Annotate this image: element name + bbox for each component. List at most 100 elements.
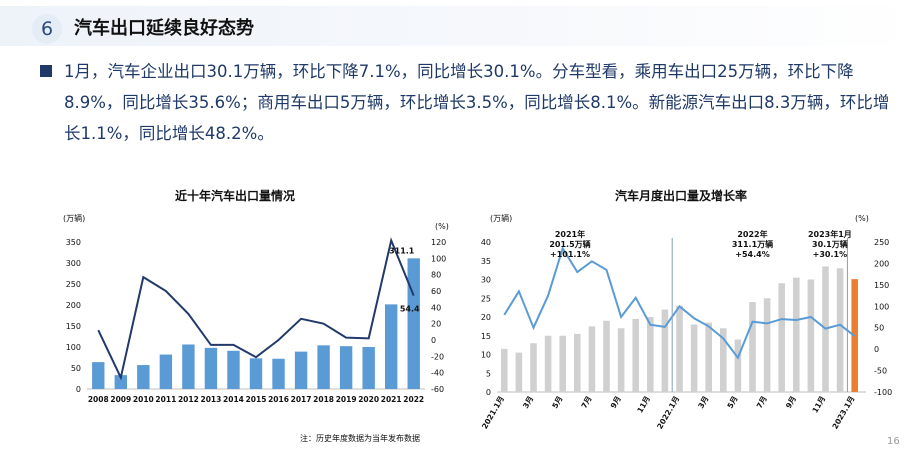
y-tick-label-left: 15 xyxy=(481,332,491,341)
bar xyxy=(574,333,581,392)
bar xyxy=(720,328,727,392)
bar xyxy=(501,348,508,392)
bar xyxy=(559,335,566,392)
y-tick-label-left: 0 xyxy=(76,385,81,394)
x-tick-label: 2021 xyxy=(381,395,402,404)
annotation-line: 2022年 xyxy=(737,229,767,239)
y-tick-label-left: 25 xyxy=(481,294,491,303)
annual-export-svg: (万辆) (%) 0 50 100 150 200 250 300 350 -60 -40 -20 0 20… xyxy=(63,213,449,404)
y-tick-label-left: 20 xyxy=(481,313,491,322)
x-tick-label: 2019 xyxy=(336,395,357,404)
summary-text: 1月，汽车企业出口30.1万辆，环比下降7.1%，同比增长30.1%。分车型看，… xyxy=(64,62,890,143)
bar xyxy=(407,258,420,389)
y-tick-label-right: 100 xyxy=(874,302,889,311)
x-tick-label: 2020 xyxy=(358,395,379,404)
y-tick-label-right: -50 xyxy=(874,367,887,376)
x-tick-label: 3月 xyxy=(696,395,710,411)
x-tick-label: 9月 xyxy=(784,395,798,411)
x-tick-label: 2017 xyxy=(291,395,312,404)
bar xyxy=(339,346,353,389)
chart-title: 汽车月度出口量及增长率 xyxy=(615,189,748,203)
y-tick-label-left: 10 xyxy=(481,351,491,360)
y-tick-label-left: 350 xyxy=(66,238,81,247)
y-tick-label-right: 0 xyxy=(431,336,436,345)
title-bar: 6 汽车出口延续良好态势 xyxy=(0,6,919,46)
bar xyxy=(676,305,683,392)
bar xyxy=(530,343,537,392)
bar xyxy=(294,351,308,389)
annotation-line: 2021年 xyxy=(555,229,585,239)
x-tick-label: 2011 xyxy=(155,395,176,404)
page-title: 汽车出口延续良好态势 xyxy=(74,18,254,39)
bar xyxy=(272,358,285,389)
y-axis-unit-right: (%) xyxy=(855,214,869,223)
y-axis-unit-left: (万辆) xyxy=(490,213,512,223)
bar xyxy=(182,344,195,389)
annual-export-chart: 近十年汽车出口量情况 (万辆) (%) 0 50 100 150 200 250 300 350-… xyxy=(55,185,465,420)
bar xyxy=(159,354,173,389)
y-tick-label-right: 200 xyxy=(874,259,889,268)
x-tick-label: 3月 xyxy=(521,395,535,411)
y-tick-label-right: 0 xyxy=(874,345,879,354)
y-tick-label-right: 20 xyxy=(431,320,441,329)
monthly-export-svg: (万辆) (%) 0 5 10 15 20 25 30 35 40 -100 -50 0 50 100 150 2… xyxy=(480,213,892,431)
bullet-square-icon xyxy=(40,65,52,77)
y-tick-label-right: 40 xyxy=(431,303,441,312)
bar xyxy=(661,309,669,392)
y-tick-label-right: 80 xyxy=(431,271,441,280)
x-tick-label: 2008 xyxy=(88,395,109,404)
growth-line xyxy=(503,246,856,360)
y-tick-label-right: -60 xyxy=(431,385,444,394)
monthly-export-chart: 汽车月度出口量及增长率 (万辆) (%) 0 5 10 15 20 25 30 35 40 -100 -… xyxy=(470,185,910,430)
x-tick-label: 2015 xyxy=(246,395,267,404)
x-tick-label: 9月 xyxy=(609,395,623,411)
x-tick-label: 7月 xyxy=(579,395,593,411)
y-tick-label-left: 5 xyxy=(486,369,491,378)
x-tick-label: 2018 xyxy=(313,395,334,404)
annotation-line: +54.4% xyxy=(735,250,769,259)
y-tick-label-left: 30 xyxy=(481,276,491,285)
footnote: 注：历史年度数据为当年发布数据 xyxy=(300,434,420,443)
y-tick-label-right: 250 xyxy=(874,238,889,247)
bar xyxy=(690,324,698,392)
y-tick-label-left: 250 xyxy=(66,280,81,289)
bar xyxy=(793,277,800,392)
x-tick-label: 11月 xyxy=(810,395,827,415)
x-tick-label: 2012 xyxy=(178,395,199,404)
y-tick-label-right: -40 xyxy=(431,369,444,378)
y-axis-unit-left: (万辆) xyxy=(63,213,85,223)
y-tick-label-left: 50 xyxy=(71,364,81,373)
bar xyxy=(588,326,596,392)
y-tick-label-left: 0 xyxy=(486,388,491,397)
bar xyxy=(544,335,552,392)
section-number: 6 xyxy=(32,14,62,44)
bar xyxy=(807,279,815,392)
bar xyxy=(705,322,712,392)
bar xyxy=(385,304,398,389)
bar xyxy=(734,339,742,392)
summary-paragraph: 1月，汽车企业出口30.1万辆，环比下降7.1%，同比增长30.1%。分车型看，… xyxy=(40,56,890,149)
x-tick-label: 7月 xyxy=(755,395,769,411)
x-tick-label: 2021.1月 xyxy=(480,395,506,431)
annotation-line: 2023年1月 xyxy=(808,229,852,239)
bar xyxy=(836,268,844,392)
annotation-line: 311.1万辆 xyxy=(732,239,773,249)
annotation-line: +101.1% xyxy=(550,250,590,259)
y-tick-label-right: 150 xyxy=(874,281,889,290)
y-tick-label-left: 300 xyxy=(66,259,81,268)
bar xyxy=(227,350,240,389)
y-tick-label-left: 100 xyxy=(66,343,81,352)
bar xyxy=(647,317,654,392)
bar xyxy=(137,365,150,389)
bar xyxy=(603,320,610,392)
bar xyxy=(515,352,523,392)
x-tick-label: 2016 xyxy=(268,395,289,404)
page-number: 16 xyxy=(887,436,900,447)
x-tick-label: 11月 xyxy=(635,395,652,415)
bar xyxy=(763,298,771,392)
annotation-line: +30.1% xyxy=(813,250,847,259)
annotation-line: 201.5万辆 xyxy=(549,239,590,249)
data-label: 54.4 xyxy=(400,305,420,314)
annotation-line: 30.1万辆 xyxy=(812,239,848,249)
